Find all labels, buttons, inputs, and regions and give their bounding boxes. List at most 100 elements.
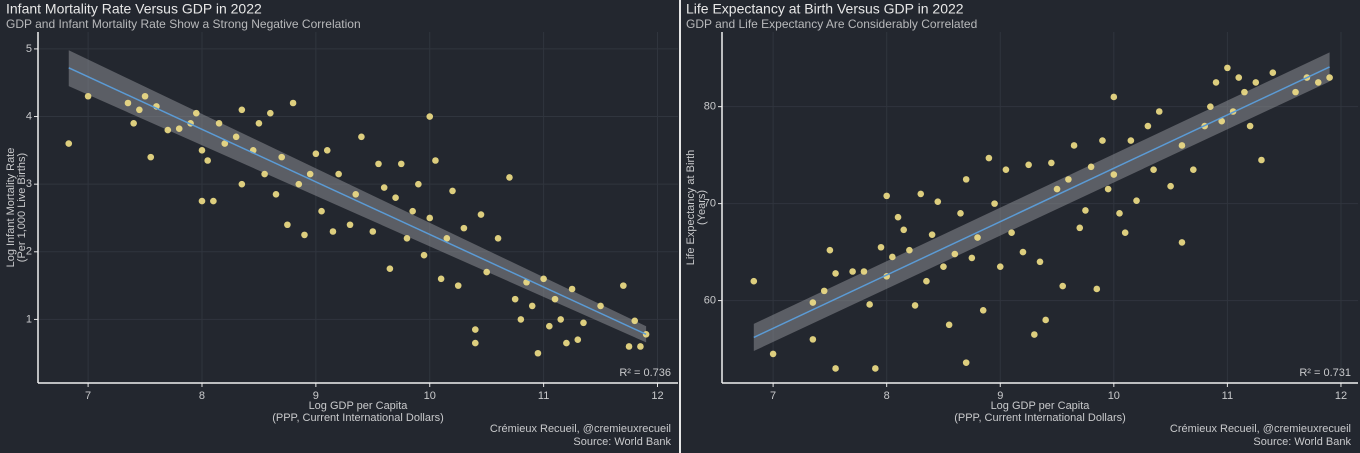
point — [1025, 161, 1032, 169]
point — [136, 106, 143, 114]
point — [1207, 103, 1214, 110]
point — [477, 211, 485, 218]
point — [974, 234, 981, 241]
x-tick-label: 12 — [651, 390, 663, 402]
point — [426, 214, 434, 222]
point — [928, 231, 936, 238]
point — [557, 316, 565, 323]
point — [397, 160, 405, 168]
point — [1235, 74, 1243, 81]
point — [1241, 88, 1248, 96]
point — [1258, 156, 1265, 164]
point — [1076, 224, 1084, 232]
point — [295, 180, 303, 188]
point — [625, 343, 633, 350]
point — [506, 174, 513, 181]
point — [267, 109, 274, 117]
x-axis-label: Log GDP per Capita — [991, 400, 1091, 412]
point — [210, 197, 217, 205]
y-tick-label: 80 — [704, 101, 716, 113]
fit-line — [68, 67, 647, 335]
point — [809, 299, 817, 306]
point — [329, 228, 337, 235]
point — [883, 192, 890, 200]
point — [454, 282, 462, 289]
point — [1099, 137, 1106, 144]
x-axis-label: (PPP, Current International Dollars) — [954, 412, 1126, 424]
y-tick-label: 60 — [704, 294, 716, 306]
point — [284, 221, 291, 229]
point — [1133, 197, 1140, 205]
point — [1019, 248, 1027, 256]
point — [1178, 239, 1186, 246]
point — [991, 200, 998, 207]
point — [1144, 122, 1152, 130]
point — [1002, 166, 1010, 173]
point — [1065, 176, 1072, 183]
point — [1104, 185, 1112, 193]
point — [563, 339, 570, 347]
point — [426, 113, 434, 120]
point — [124, 99, 132, 107]
x-tick-label: 9 — [313, 390, 319, 402]
point — [449, 187, 456, 195]
point — [1246, 122, 1254, 130]
point — [820, 287, 828, 295]
point — [375, 160, 382, 168]
point — [1190, 166, 1197, 173]
point — [175, 125, 183, 133]
chart-title: Life Expectancy at Birth Versus GDP in 2… — [686, 1, 964, 17]
point — [923, 277, 930, 285]
point — [494, 234, 502, 242]
point — [1116, 210, 1123, 217]
caption: Crémieux Recueil, @cremieuxrecueil — [490, 423, 671, 435]
point — [238, 106, 246, 114]
point — [301, 231, 308, 239]
x-tick-label: 11 — [1222, 390, 1233, 402]
point — [215, 120, 223, 127]
point — [192, 109, 200, 117]
point — [809, 336, 817, 343]
point — [409, 207, 416, 215]
x-tick-label: 8 — [884, 390, 890, 402]
point — [1121, 229, 1129, 237]
x-tick-label: 8 — [199, 390, 205, 402]
y-axis-label: (Per 1,000 Live Births) — [16, 153, 28, 262]
point — [403, 234, 411, 242]
point — [620, 282, 627, 289]
point — [580, 319, 587, 327]
point — [642, 331, 650, 338]
y-tick-label: 70 — [704, 198, 716, 210]
point — [1150, 166, 1157, 173]
point — [443, 234, 451, 242]
point — [894, 213, 902, 221]
point — [392, 194, 399, 201]
point — [551, 295, 559, 303]
chart-subtitle: GDP and Life Expectancy Are Considerably… — [686, 17, 977, 31]
point — [1110, 93, 1118, 101]
point — [238, 180, 246, 188]
point — [906, 246, 913, 254]
point — [631, 317, 639, 325]
point — [415, 180, 422, 188]
caption: Source: World Bank — [1253, 436, 1351, 448]
point — [272, 191, 280, 198]
point — [911, 302, 919, 309]
point — [1036, 258, 1044, 266]
point — [483, 268, 490, 276]
point — [769, 350, 777, 358]
point — [877, 243, 885, 251]
point — [866, 301, 873, 308]
x-tick-label: 7 — [770, 390, 776, 402]
point — [1093, 285, 1101, 293]
caption: Source: World Bank — [573, 436, 671, 448]
point — [889, 253, 896, 261]
point — [380, 184, 388, 191]
point — [1167, 182, 1174, 190]
point — [574, 336, 582, 344]
point — [1053, 185, 1061, 193]
point — [962, 176, 970, 183]
point — [204, 157, 211, 164]
y-tick-label: 2 — [26, 246, 32, 258]
